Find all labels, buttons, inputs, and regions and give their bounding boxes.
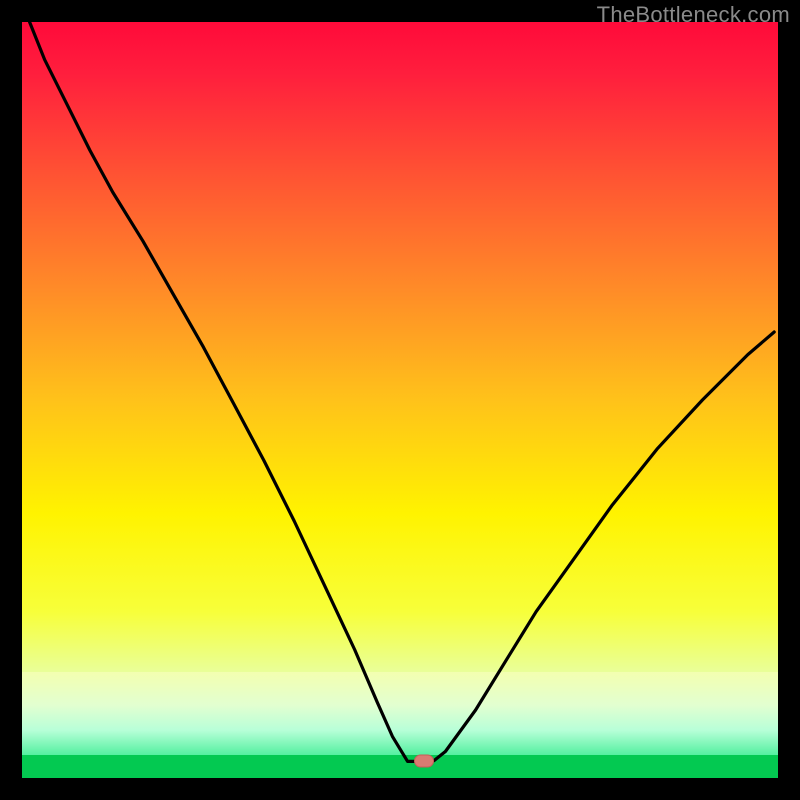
plot-area (22, 22, 778, 778)
chart-frame: TheBottleneck.com (0, 0, 800, 800)
bottleneck-curve (22, 22, 778, 778)
curve-minimum-marker (414, 755, 434, 768)
bottleneck-curve-path (30, 22, 775, 761)
watermark: TheBottleneck.com (597, 2, 790, 28)
